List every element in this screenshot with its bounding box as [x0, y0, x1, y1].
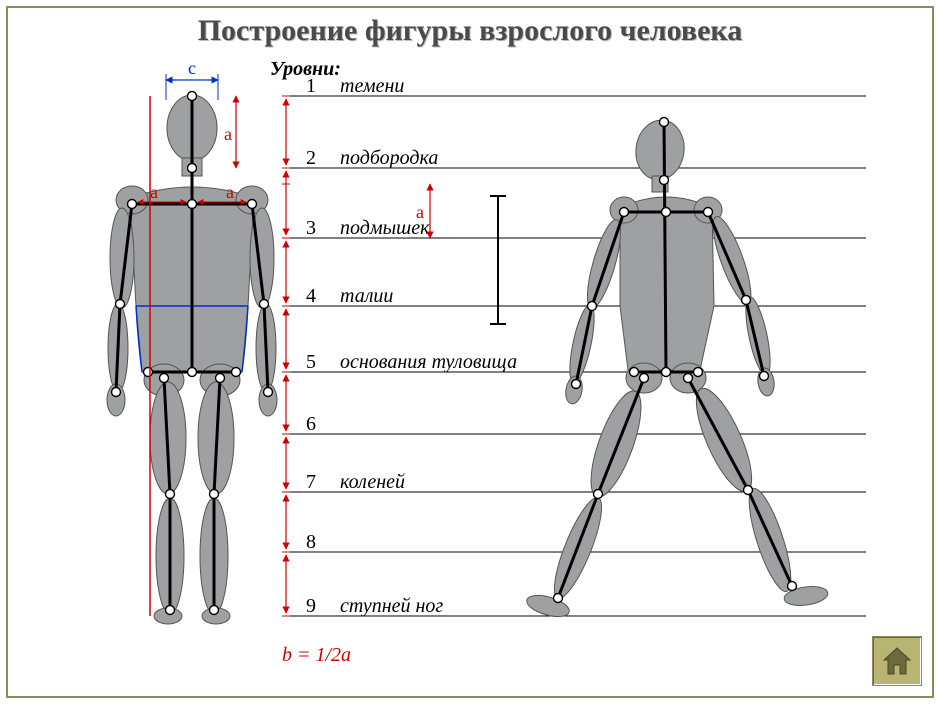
- level-label-2: подбородка: [340, 147, 438, 169]
- level-number-7: 7: [306, 471, 316, 493]
- secondary-bracket: [490, 196, 506, 324]
- level-number-5: 5: [306, 351, 316, 373]
- walking-figure: [524, 117, 829, 621]
- measure-c-label: c: [188, 58, 196, 78]
- measure-a-head-label: a: [224, 124, 232, 144]
- level-label-4: талии: [340, 285, 393, 307]
- level-label-9: ступней ног: [340, 595, 443, 617]
- measure-chain: [282, 96, 290, 616]
- level-number-2: 2: [306, 147, 316, 169]
- level-number-8: 8: [306, 531, 316, 553]
- level-label-1: темени: [340, 75, 404, 97]
- level-number-1: 1: [306, 75, 316, 97]
- level-label-7: коленей: [340, 471, 405, 493]
- level-label-5: основания туловища: [340, 351, 517, 373]
- measure-a-right-label: a: [416, 202, 424, 222]
- shoulder-a-right: a: [226, 182, 234, 202]
- level-number-3: 3: [306, 217, 316, 239]
- diagram-svg: 1темени2подбородка3подмышек4талии5основа…: [0, 0, 940, 704]
- level-number-6: 6: [306, 413, 316, 435]
- level-number-4: 4: [306, 285, 316, 307]
- measure-a-head: a: [224, 96, 236, 168]
- shoulder-a-left: a: [150, 182, 158, 202]
- front-figure: [107, 92, 277, 625]
- level-number-9: 9: [306, 595, 316, 617]
